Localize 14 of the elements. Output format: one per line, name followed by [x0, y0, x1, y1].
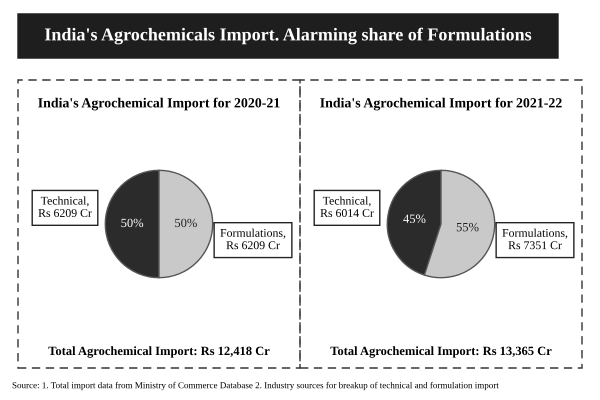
text: India's Agrochemicals Import. Alarming share of Formulations — [44, 28, 532, 44]
slice-label: Technical, Rs 6014 Cr — [320, 196, 374, 218]
data-label: 55% — [456, 222, 479, 232]
chart-title: India's Agrochemical Import for 2020-21 — [38, 98, 280, 110]
data-label: 50% — [175, 218, 197, 228]
slice-label: Formulations, Rs 7351 Cr — [502, 228, 568, 250]
data-label: 45% — [403, 214, 426, 223]
text: Total Agrochemical Import: Rs 13,365 Cr — [330, 346, 552, 358]
source-note: Source: 1. Total import data from Ministry of Commerce Database 2. Industry sources for breakup of technical and formulation import — [12, 382, 499, 390]
chart-title: India's Agrochemical Import for 2021-22 — [320, 98, 562, 110]
data-label: 50% — [121, 218, 144, 228]
slice-label: Formulations, Rs 6209 Cr — [220, 228, 286, 250]
text: Total Agrochemical Import: Rs 12,418 Cr — [48, 346, 270, 358]
slice-label: Technical, Rs 6209 Cr — [38, 196, 92, 218]
